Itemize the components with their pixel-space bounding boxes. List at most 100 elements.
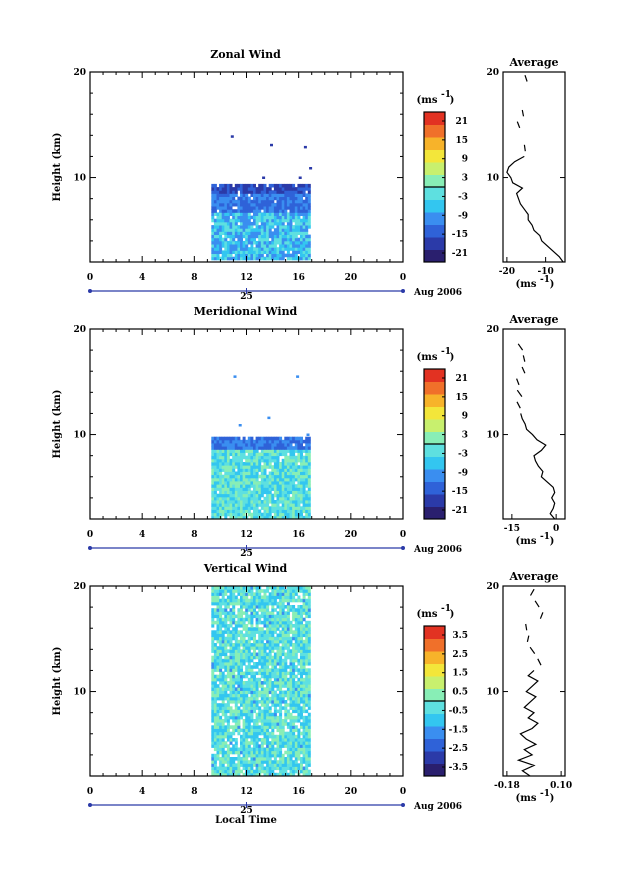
heatmap-cell bbox=[226, 244, 230, 248]
heatmap-cell bbox=[211, 449, 215, 453]
heatmap-cell bbox=[211, 439, 215, 444]
heatmap-cell bbox=[242, 439, 246, 444]
heatmap-cell bbox=[250, 589, 254, 593]
heatmap-cell bbox=[211, 668, 215, 672]
heatmap-cell bbox=[245, 240, 249, 245]
heatmap-cell bbox=[271, 608, 275, 612]
heatmap-cell bbox=[286, 760, 290, 764]
heatmap-cell bbox=[242, 649, 246, 653]
heatmap-cell bbox=[292, 512, 296, 517]
heatmap-cell bbox=[229, 731, 233, 736]
heatmap-cell bbox=[305, 655, 309, 660]
heatmap-cell bbox=[226, 487, 230, 491]
heatmap-cell bbox=[247, 605, 251, 609]
heatmap-cell bbox=[289, 681, 293, 685]
heatmap-cell bbox=[242, 738, 246, 742]
heatmap-cell bbox=[281, 646, 285, 650]
heatmap-cell bbox=[213, 649, 217, 653]
heatmap-cell bbox=[240, 738, 243, 742]
heatmap-cell bbox=[253, 512, 256, 517]
heatmap-cell bbox=[245, 728, 249, 733]
heatmap-cell bbox=[255, 766, 259, 771]
heatmap-cell bbox=[266, 630, 270, 634]
heatmap-cell bbox=[263, 722, 267, 726]
heatmap-cell bbox=[266, 253, 270, 258]
heatmap-cell bbox=[266, 627, 270, 631]
heatmap-cell bbox=[300, 747, 303, 752]
heatmap-cell bbox=[271, 506, 275, 510]
heatmap-cell bbox=[234, 443, 238, 447]
heatmap-cell bbox=[224, 493, 228, 498]
heatmap-cell bbox=[245, 212, 249, 216]
heatmap-cell bbox=[281, 624, 285, 628]
heatmap-cell bbox=[302, 671, 306, 676]
heatmap-cell bbox=[240, 649, 243, 653]
heatmap-cell bbox=[250, 665, 254, 669]
heatmap-cell bbox=[292, 452, 296, 457]
heatmap-cell bbox=[297, 734, 301, 739]
heatmap-cell bbox=[253, 772, 256, 777]
heatmap-cell bbox=[300, 462, 303, 466]
heatmap-cell bbox=[307, 658, 311, 663]
heatmap-cell bbox=[213, 608, 217, 612]
heatmap-cell bbox=[294, 696, 298, 701]
heatmap-cell bbox=[247, 630, 251, 634]
heatmap-cell bbox=[284, 206, 288, 210]
heatmap-cell bbox=[297, 455, 301, 460]
heatmap-cell bbox=[289, 731, 293, 736]
heatmap-cell bbox=[289, 455, 293, 460]
heatmap-cell bbox=[250, 202, 254, 207]
heatmap-cell bbox=[237, 677, 241, 682]
heatmap-cell bbox=[213, 725, 217, 729]
heatmap-cell bbox=[224, 471, 228, 476]
heatmap-cell bbox=[255, 228, 259, 232]
heatmap-cell bbox=[211, 468, 215, 472]
heatmap-cell bbox=[211, 183, 215, 188]
heatmap-cell bbox=[224, 744, 228, 748]
heatmap-cell bbox=[273, 725, 277, 729]
heatmap-cell bbox=[232, 712, 236, 717]
heatmap-cell bbox=[216, 446, 220, 450]
heatmap-cell bbox=[273, 250, 277, 254]
heatmap-cell bbox=[300, 677, 303, 682]
heatmap-cell bbox=[247, 474, 251, 479]
heatmap-cell bbox=[237, 706, 241, 710]
heatmap-cell bbox=[286, 649, 290, 653]
heatmap-cell bbox=[307, 731, 311, 736]
heatmap-cell bbox=[219, 627, 223, 631]
heatmap-cell bbox=[221, 481, 225, 485]
heatmap-cell bbox=[237, 496, 241, 501]
heatmap-cell bbox=[300, 487, 303, 491]
heatmap-cell bbox=[307, 196, 311, 201]
heatmap-cell bbox=[289, 706, 293, 710]
heatmap-cell bbox=[216, 592, 220, 596]
heatmap-cell bbox=[253, 455, 256, 460]
heatmap-cell bbox=[305, 620, 309, 625]
heatmap-cell bbox=[305, 611, 309, 615]
heatmap-cell bbox=[237, 589, 241, 593]
heatmap-cell bbox=[307, 462, 311, 466]
heatmap-cell bbox=[237, 687, 241, 691]
heatmap-cell bbox=[253, 209, 256, 213]
heatmap-cell bbox=[297, 487, 301, 491]
heatmap-cell bbox=[245, 617, 249, 622]
heatmap-cell bbox=[219, 741, 223, 745]
heatmap-cell bbox=[276, 458, 280, 463]
heatmap-cell bbox=[305, 753, 309, 758]
heatmap-cell bbox=[226, 681, 230, 685]
heatmap-cell bbox=[237, 471, 241, 476]
heatmap-cell bbox=[284, 439, 288, 444]
heatmap-cell bbox=[292, 655, 296, 660]
heatmap-cell bbox=[237, 662, 241, 666]
heatmap-cell bbox=[255, 605, 259, 609]
heatmap-cell bbox=[240, 237, 243, 242]
heatmap-cell bbox=[255, 225, 259, 229]
heatmap-cell bbox=[216, 662, 220, 666]
heatmap-cell bbox=[302, 747, 306, 752]
heatmap-cell bbox=[255, 462, 259, 466]
heatmap-cell bbox=[232, 228, 236, 232]
heatmap-cell bbox=[279, 471, 283, 476]
heatmap-cell bbox=[247, 436, 251, 441]
heatmap-cell bbox=[234, 589, 238, 593]
heatmap-cell bbox=[260, 244, 264, 248]
